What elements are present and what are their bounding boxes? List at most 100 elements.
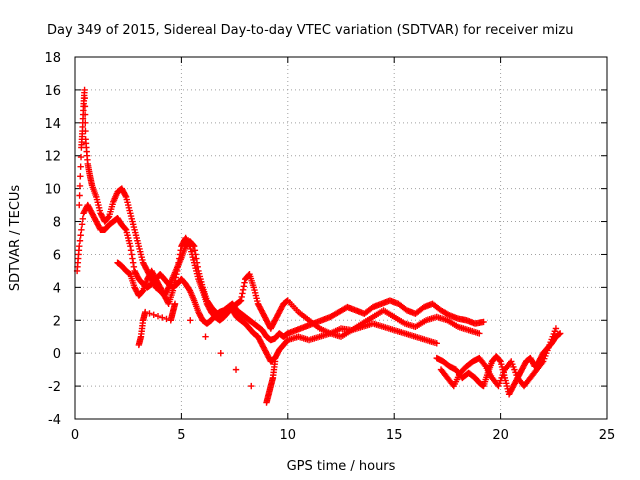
data-point-interp [177,247,184,254]
data-point-interp [77,173,84,180]
data-point-interp [496,357,504,364]
series-1 [76,86,487,344]
x-axis-label: GPS time / hours [287,459,396,474]
data-point [480,318,487,326]
data-point-interp [248,382,255,390]
chart-title: Day 349 of 2015, Sidereal Day-to-day VTE… [47,23,573,38]
y-tick-label: 6 [53,248,61,263]
y-tick-label: 16 [44,84,61,99]
data-point [171,300,179,308]
data-point-interp [241,279,248,286]
y-tick-label: 10 [44,183,61,198]
plot-frame [74,56,608,420]
data-point-interp [128,251,135,258]
data-point-interp [130,263,138,270]
y-tick-label: 12 [44,150,61,165]
data-point-interp [186,241,193,249]
data-point-interp [191,247,199,254]
x-tick-label: 10 [280,428,297,443]
data-point-interp [76,237,84,244]
data-point-interp [538,359,546,366]
data-point-interp [129,255,136,262]
data-point-interp [154,312,162,320]
data-point-interp [122,192,129,199]
data-point [237,297,245,304]
y-tick-label: -2 [48,380,61,395]
y-axis-label: SDTVAR / TECUs [8,185,23,292]
x-tick-label: 20 [492,428,509,443]
data-point-interp [78,221,86,228]
data-point-interp [175,259,182,266]
y-tick-label: 18 [44,51,61,66]
data-point-interp [127,247,135,254]
y-tick-label: 2 [53,314,61,329]
data-point-interp [193,255,200,262]
data-point-interp [164,285,172,292]
grid-layer [75,57,607,419]
series-4 [135,300,279,406]
data-point-interp [129,259,137,266]
data-point-interp [79,215,87,223]
data-point-interp [202,333,209,340]
data-marks [73,86,564,406]
data-point-interp [78,226,85,233]
data-point-interp [81,94,88,102]
data-point-interp [176,255,183,262]
data-point-interp [171,277,179,284]
data-point-interp [77,232,84,239]
data-point [81,86,88,94]
data-point [476,330,483,337]
data-point-interp [176,251,184,258]
data-point [173,267,181,275]
data-point-interp [170,284,177,291]
data-point [76,201,83,209]
data-point-interp [146,310,153,317]
data-point-interp [122,225,129,233]
data-point-interp [81,111,89,118]
data-point-interp [187,317,194,324]
series-2 [73,201,440,365]
data-point-interp [481,361,488,369]
y-tick-label: 4 [53,281,61,296]
data-point [169,287,177,294]
x-tick-label: 25 [599,428,616,443]
data-point-interp [245,271,252,279]
data-point-interp [173,271,180,278]
data-point-interp [82,119,89,127]
data-point-interp [444,311,452,318]
data-point-interp [150,311,157,318]
data-point-interp [76,182,84,190]
series-6 [437,325,560,390]
data-point-interp [171,280,178,288]
data-point [552,325,560,332]
x-tick-label: 0 [71,428,79,443]
data-point-interp [172,274,179,281]
data-point-interp [238,293,245,301]
y-tick-label: -4 [48,413,61,428]
data-point-interp [105,214,112,221]
data-point-interp [232,366,240,373]
data-point [76,243,83,250]
data-point [271,358,279,365]
data-point-interp [77,163,84,170]
data-point-interp [174,263,182,270]
data-point-interp [77,153,85,161]
data-point-interp [239,286,247,294]
series-3 [114,234,483,340]
data-point [556,330,564,337]
data-point-interp [239,290,246,297]
x-tick-label: 15 [386,428,403,443]
data-point-interp [217,349,224,357]
data-point [142,308,149,316]
y-tick-label: 0 [53,347,61,362]
data-point-interp [159,314,166,321]
data-point [433,340,440,347]
data-point [127,243,134,250]
y-tick-label: 14 [44,117,61,132]
data-point-interp [81,103,89,110]
data-point-interp [76,192,83,199]
x-tick-label: 5 [177,428,185,443]
data-point-interp [82,127,89,135]
y-tick-label: 8 [53,216,61,231]
